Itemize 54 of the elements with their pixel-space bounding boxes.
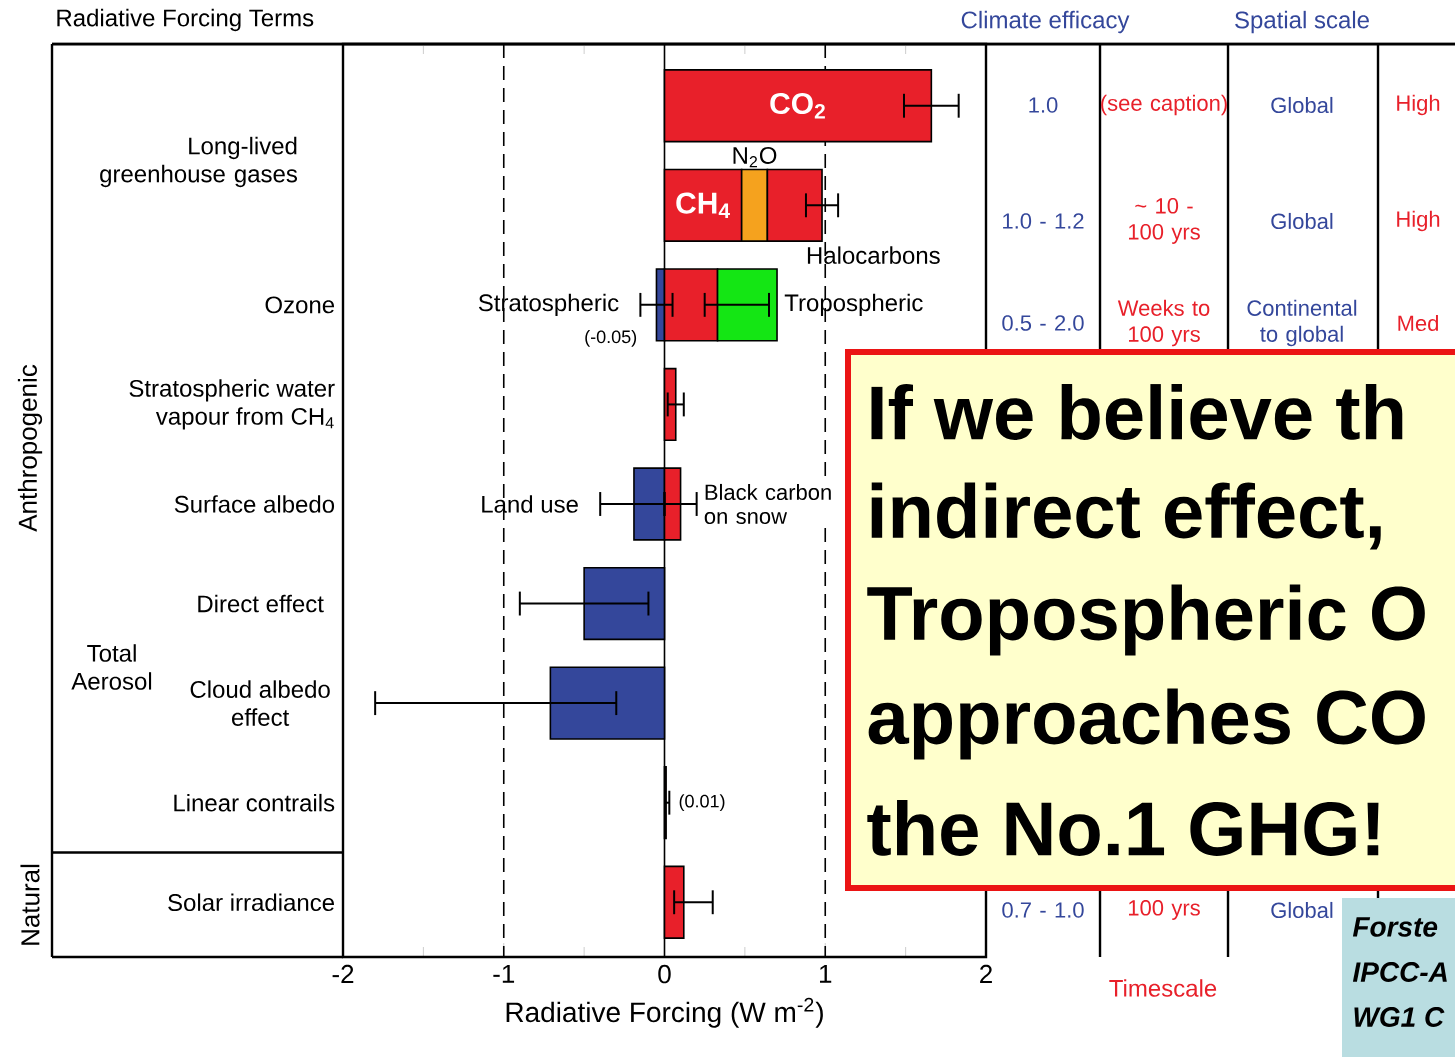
- data-label: (-0.05): [585, 329, 637, 347]
- y-tick-label: Direct effect: [198, 594, 324, 613]
- text: 1.0: [1029, 97, 1058, 113]
- text: Long-lived greenhouse gases: [100, 136, 298, 188]
- annotation: the No.1 GHG!: [867, 800, 1379, 856]
- annotation: approaches CO: [868, 688, 1425, 760]
- annotation: Tropospheric O: [867, 584, 1425, 656]
- y-tick-label: Solar irradiance: [168, 893, 334, 912]
- text: Med: [1398, 314, 1438, 332]
- series-label: N$_{2}$O: [733, 146, 777, 168]
- text: Spatial scale: [1235, 10, 1369, 34]
- annotation: If we believe th: [871, 384, 1403, 440]
- series-label: CH$_{4}$: [676, 192, 730, 219]
- series-label: Stratospheric: [478, 293, 619, 317]
- text: 1.0 - 1.2: [1003, 213, 1084, 229]
- text: IPCC-A: [1352, 962, 1447, 982]
- x-tick-label: 0: [658, 964, 671, 984]
- x-tick-label: 2: [980, 964, 992, 984]
- text: Land use: [482, 495, 578, 513]
- text: 0.7 - 1.0: [1002, 902, 1084, 918]
- text: (see caption): [1101, 94, 1227, 116]
- text: Continental to global: [1247, 299, 1357, 347]
- text: 100 yrs: [1128, 900, 1200, 920]
- y-tick-label: Cloud albedo effect: [190, 680, 330, 726]
- y-tick-label: Linear contrails: [174, 793, 335, 812]
- text: High: [1397, 210, 1440, 232]
- x-tick-label: -1: [493, 964, 515, 983]
- text: 0.5 - 2.0: [1002, 315, 1084, 331]
- x-tick-label: 1: [820, 964, 832, 983]
- text: Forste: [1352, 917, 1438, 937]
- y-tick-label: Stratospheric water vapour from CH$_{4}$: [129, 379, 335, 430]
- text: Global: [1271, 901, 1333, 919]
- text: Climate efficacy: [961, 10, 1130, 34]
- text: ~ 10 - 100 yrs: [1128, 198, 1200, 244]
- series-label: Halocarbons: [807, 246, 940, 264]
- text: Global: [1271, 212, 1333, 230]
- text: Anthropogenic: [17, 364, 43, 532]
- x-axis-title: Radiative Forcing (W m$^{-2}$): [506, 997, 823, 1028]
- text: Total Aerosol: [71, 644, 152, 690]
- annotation: indirect effect,: [871, 482, 1381, 550]
- series-label: CO$_{2}$: [770, 92, 825, 119]
- text: WG1 C: [1354, 1007, 1445, 1027]
- text: Natural: [20, 864, 40, 945]
- text: Weeks to 100 yrs: [1117, 299, 1210, 347]
- series-label: Tropospheric: [784, 293, 923, 317]
- chart-title: Radiative Forcing Terms: [57, 8, 314, 32]
- text: High: [1397, 94, 1440, 116]
- text: Global: [1271, 96, 1333, 114]
- y-tick-label: Surface albedo: [174, 495, 335, 513]
- y-tick-label: Ozone: [265, 296, 335, 314]
- x-tick-label: -2: [332, 964, 354, 984]
- series-label: Black carbon on snow: [704, 483, 831, 525]
- text: Timescale: [1109, 979, 1217, 997]
- data-label: (0.01): [679, 794, 725, 812]
